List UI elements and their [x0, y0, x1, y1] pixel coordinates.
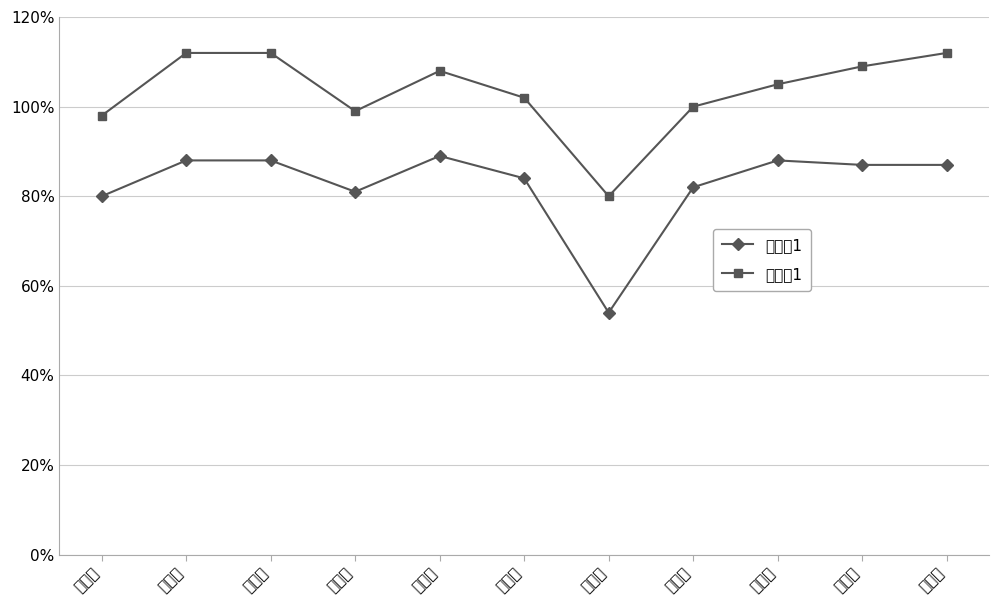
Legend: 对比例1, 实施例1: 对比例1, 实施例1: [713, 229, 811, 291]
Line: 对比例1: 对比例1: [98, 152, 951, 317]
对比例1: [687, 184, 699, 191]
对比例1: [265, 157, 277, 164]
实施例1: [772, 81, 784, 88]
实施例1: [941, 49, 953, 56]
对比例1: [518, 175, 530, 182]
Line: 实施例1: 实施例1: [98, 48, 951, 201]
实施例1: [96, 112, 108, 119]
实施例1: [687, 103, 699, 110]
对比例1: [856, 161, 868, 168]
对比例1: [96, 193, 108, 200]
实施例1: [856, 63, 868, 70]
实施例1: [518, 94, 530, 101]
对比例1: [772, 157, 784, 164]
对比例1: [349, 188, 361, 195]
对比例1: [434, 152, 446, 159]
对比例1: [603, 309, 615, 316]
实施例1: [434, 67, 446, 75]
实施例1: [349, 107, 361, 115]
实施例1: [603, 193, 615, 200]
实施例1: [265, 49, 277, 56]
对比例1: [180, 157, 192, 164]
实施例1: [180, 49, 192, 56]
对比例1: [941, 161, 953, 168]
